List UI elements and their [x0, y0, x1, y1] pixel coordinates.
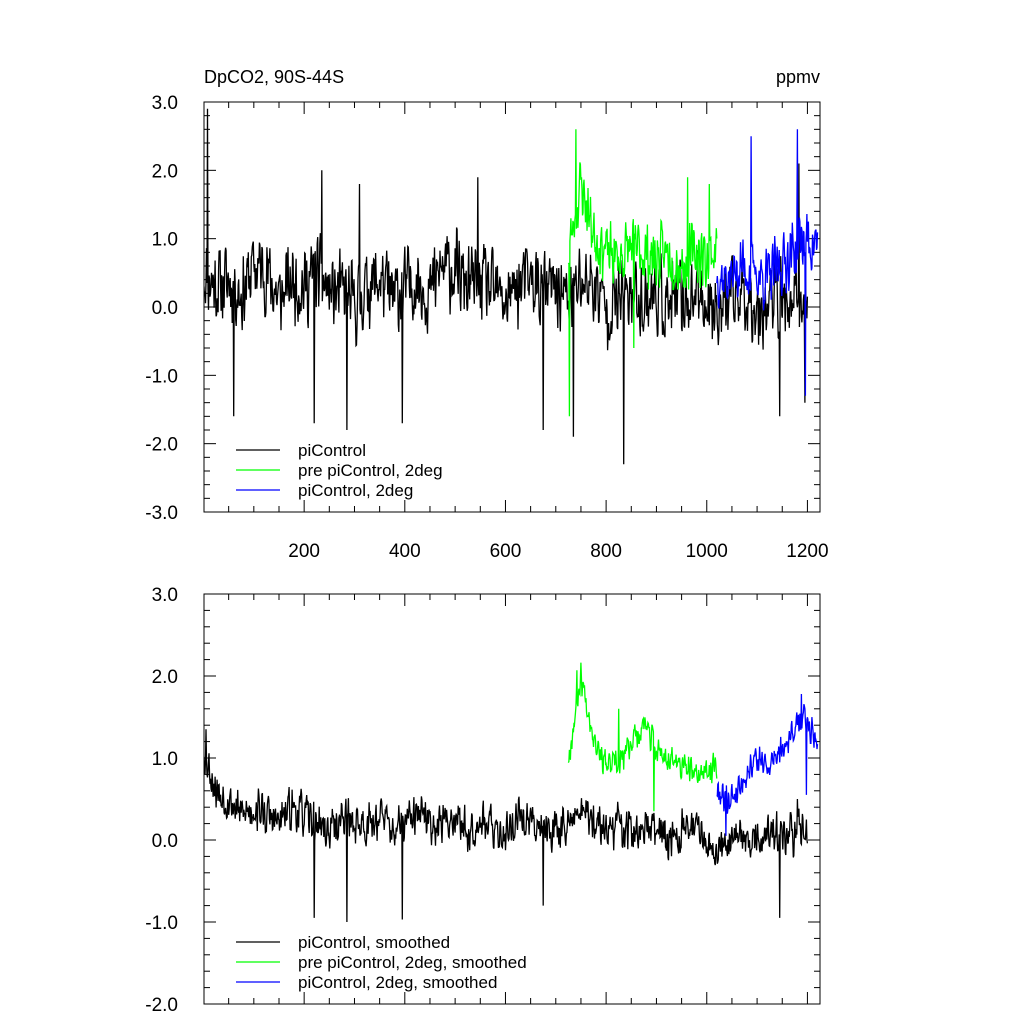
x-tick-label: 400 — [389, 541, 421, 562]
legend-label-bottom-1: pre piControl, 2deg, smoothed — [298, 953, 527, 972]
y-tick-label: 0.0 — [152, 831, 178, 852]
panel-title-left: DpCO2, 90S-44S — [204, 67, 344, 87]
y-tick-label: 2.0 — [152, 667, 178, 688]
legend-label-top-0: piControl — [298, 441, 366, 460]
series-line-bottom-1 — [567, 662, 718, 812]
series-line-bottom-2 — [716, 693, 819, 836]
y-tick-label: 3.0 — [152, 585, 178, 606]
panel-units-label: ppmv — [776, 67, 820, 87]
legend-label-top-2: piControl, 2deg — [298, 481, 413, 500]
y-tick-label: -2.0 — [145, 995, 178, 1016]
legend-label-top-1: pre piControl, 2deg — [298, 461, 443, 480]
y-tick-label: -1.0 — [145, 366, 178, 387]
y-tick-label: -1.0 — [145, 913, 178, 934]
y-tick-label: 3.0 — [152, 93, 178, 114]
bottom-panel: -2.0 -1.0 0.0 1.0 2.0 3.0 piControl, smoothed… — [145, 585, 821, 1016]
legend-label-bottom-0: piControl, smoothed — [298, 933, 450, 952]
x-tick-label: 1000 — [686, 541, 728, 562]
y-tick-label: 1.0 — [152, 230, 178, 251]
top-axis-ticks: -3.0 -2.0 -1.0 0.0 1.0 2.0 3.0 200 400 600 800 1000… — [145, 93, 828, 562]
y-tick-label: -3.0 — [145, 503, 178, 524]
x-tick-label: 600 — [490, 541, 522, 562]
series-line-bottom-0 — [204, 729, 809, 923]
x-tick-label: 200 — [288, 541, 320, 562]
bottom-axis-ticks: -2.0 -1.0 0.0 1.0 2.0 3.0 — [145, 585, 820, 1016]
legend-label-bottom-2: piControl, 2deg, smoothed — [298, 973, 497, 992]
y-tick-label: 2.0 — [152, 161, 178, 182]
bottom-series-group — [204, 662, 819, 923]
series-line-top-2 — [716, 129, 819, 396]
x-tick-label: 1200 — [786, 541, 828, 562]
top-panel: -3.0 -2.0 -1.0 0.0 1.0 2.0 3.0 200 400 600 800 1000… — [145, 93, 828, 562]
y-tick-label: 1.0 — [152, 749, 178, 770]
top-series-group — [204, 108, 819, 465]
series-line-top-1 — [567, 129, 718, 417]
x-tick-label: 800 — [590, 541, 622, 562]
y-tick-label: -2.0 — [145, 435, 178, 456]
bottom-plot-frame — [203, 593, 821, 1005]
series-line-top-0 — [204, 108, 809, 465]
y-tick-label: 0.0 — [152, 298, 178, 319]
